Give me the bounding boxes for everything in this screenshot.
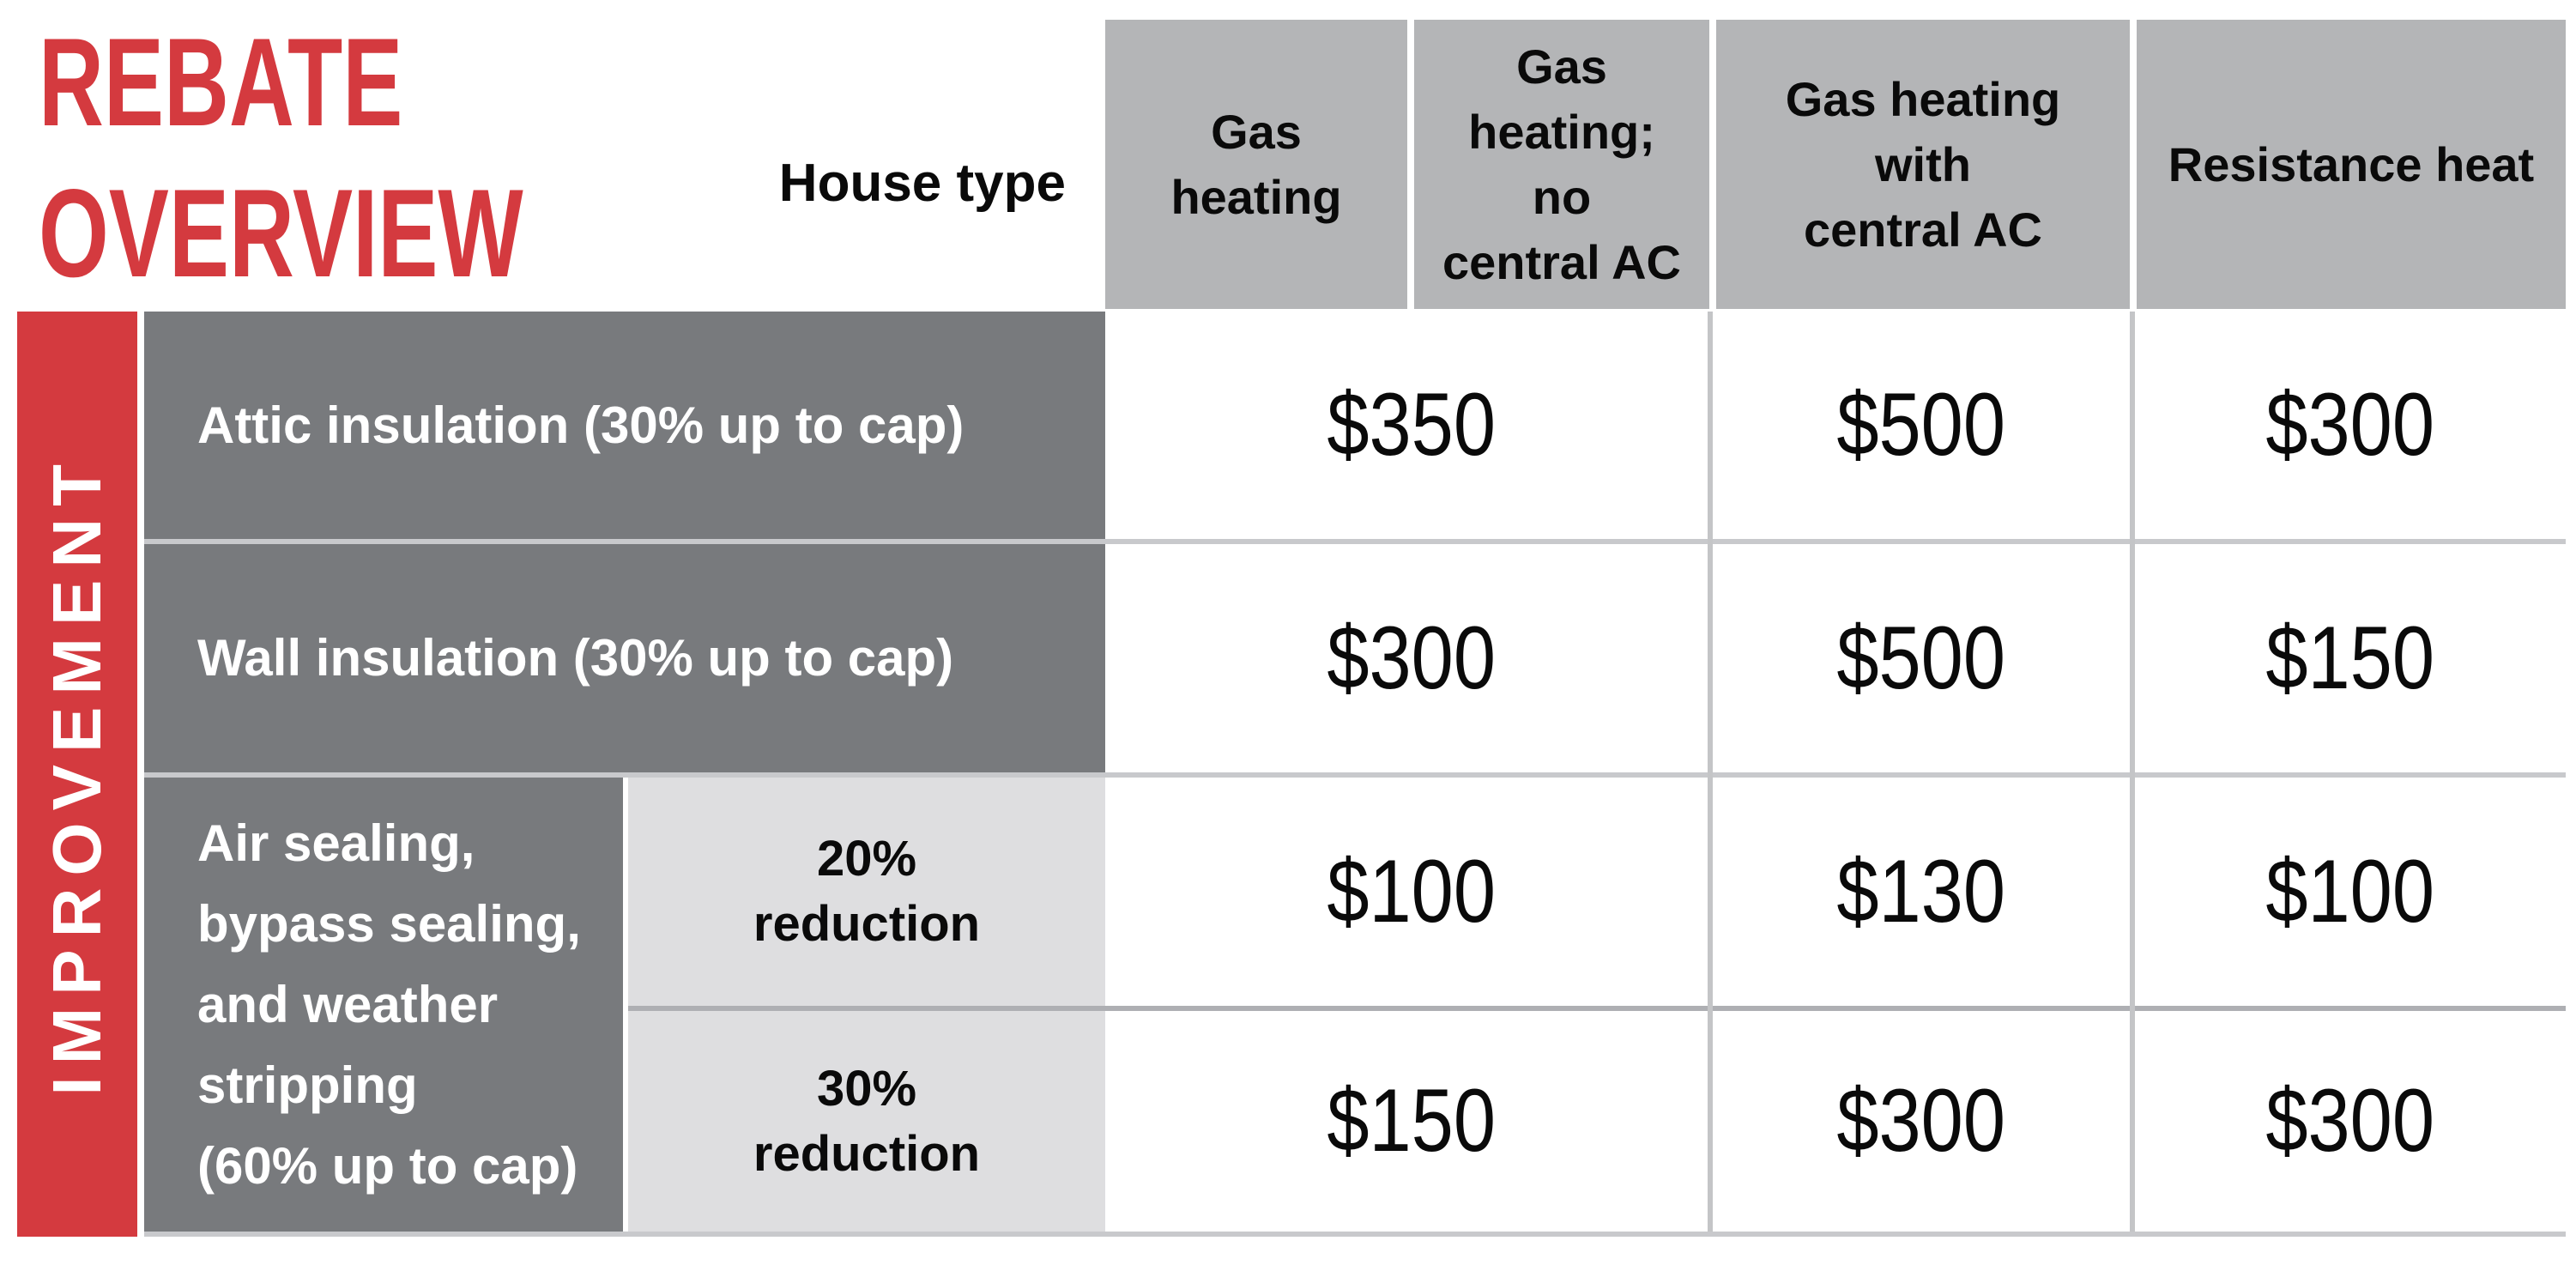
- sub-column-divider: [623, 778, 628, 1232]
- row-label-attic-insulation: Attic insulation (30% up to cap): [144, 312, 1105, 539]
- row-label-wall-insulation: Wall insulation (30% up to cap): [144, 544, 1105, 772]
- page-title: REBATE OVERVIEW: [39, 7, 711, 309]
- sub-row-label-20-percent-reduction: 20% reduction: [628, 778, 1105, 1006]
- improvement-sidebar: IMPROVEMENT: [17, 312, 137, 1237]
- column-header-resistance-heat: Resistance heat: [2137, 20, 2566, 309]
- value-wall-resistance-heat: $150: [2135, 544, 2566, 772]
- column-divider: [2130, 312, 2135, 1232]
- house-type-label: House type: [778, 154, 1066, 213]
- column-header-gas-heating: Gas heating: [1105, 20, 1407, 309]
- column-header-gas-heating-no-central-ac: Gas heating; no central AC: [1414, 20, 1709, 309]
- value-attic-gas-heating-central-ac: $500: [1713, 312, 2130, 539]
- value-text: $150: [1327, 1071, 1497, 1171]
- value-20pct-gas-heating: $100: [1116, 778, 1708, 1006]
- value-20pct-gas-heating-central-ac: $130: [1713, 778, 2130, 1006]
- value-wall-gas-heating-central-ac: $500: [1713, 544, 2130, 772]
- row-label-air-sealing: Air sealing, bypass sealing, and weather…: [144, 778, 623, 1232]
- row-divider: [144, 772, 2566, 778]
- value-text: $100: [2265, 841, 2435, 941]
- value-30pct-resistance-heat: $300: [2135, 1011, 2566, 1232]
- value-text: $100: [1327, 841, 1497, 941]
- column-divider: [1708, 312, 1713, 1232]
- value-text: $500: [1836, 375, 2006, 475]
- value-attic-gas-heating: $350: [1116, 312, 1708, 539]
- row-divider: [144, 539, 2566, 544]
- value-wall-gas-heating: $300: [1116, 544, 1708, 772]
- value-20pct-resistance-heat: $100: [2135, 778, 2566, 1006]
- value-text: $300: [2265, 1071, 2435, 1171]
- value-attic-resistance-heat: $300: [2135, 312, 2566, 539]
- value-text: $150: [2265, 608, 2435, 708]
- value-text: $350: [1327, 375, 1497, 475]
- value-30pct-gas-heating-central-ac: $300: [1713, 1011, 2130, 1232]
- value-text: $300: [1836, 1071, 2006, 1171]
- value-30pct-gas-heating: $150: [1116, 1011, 1708, 1232]
- page-title-line2: OVERVIEW: [39, 163, 523, 303]
- value-text: $300: [2265, 375, 2435, 475]
- sub-row-label-30-percent-reduction: 30% reduction: [628, 1011, 1105, 1232]
- improvement-sidebar-label: IMPROVEMENT: [39, 452, 115, 1096]
- page-title-line1: REBATE: [39, 12, 403, 152]
- value-text: $130: [1836, 841, 2006, 941]
- sub-row-divider: [628, 1006, 2566, 1011]
- column-header-gas-heating-with-central-ac: Gas heating with central AC: [1716, 20, 2130, 309]
- value-text: $500: [1836, 608, 2006, 708]
- value-text: $300: [1327, 608, 1497, 708]
- table-bottom-border: [144, 1232, 2566, 1237]
